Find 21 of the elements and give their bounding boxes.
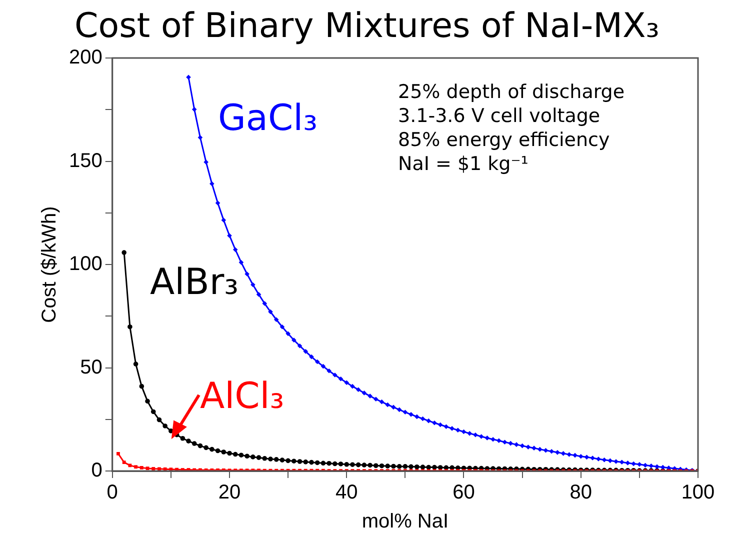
y-tick-label: 0 (91, 460, 102, 482)
series-label: GaCl₃ (218, 98, 318, 139)
y-tick-label: 50 (80, 356, 102, 378)
x-axis-title: mol% NaI (362, 510, 449, 533)
x-tick-label: 80 (570, 482, 592, 504)
x-tick-label: 20 (218, 482, 241, 504)
y-axis-title: Cost ($/kWh) (38, 206, 61, 323)
y-tick-label: 150 (68, 150, 102, 172)
annotation: 85% energy efficiency (398, 128, 611, 152)
y-tick-label: 100 (68, 253, 102, 276)
x-tick-label: 0 (106, 482, 118, 504)
x-tick-label: 60 (452, 482, 475, 504)
annotation: 3.1-3.6 V cell voltage (398, 104, 602, 128)
legend-label: AlCl₃ (200, 376, 284, 417)
x-tick-label: 40 (335, 482, 358, 504)
annotation: NaI = $1 kg⁻¹ (398, 152, 530, 176)
y-tick-label: 200 (68, 46, 102, 69)
x-tick-label: 100 (681, 482, 715, 504)
series-label: AlBr₃ (150, 262, 239, 303)
annotation: 25% depth of discharge (398, 80, 625, 104)
chart-title: Cost of Binary Mixtures of NaI-MX₃ (74, 6, 660, 46)
